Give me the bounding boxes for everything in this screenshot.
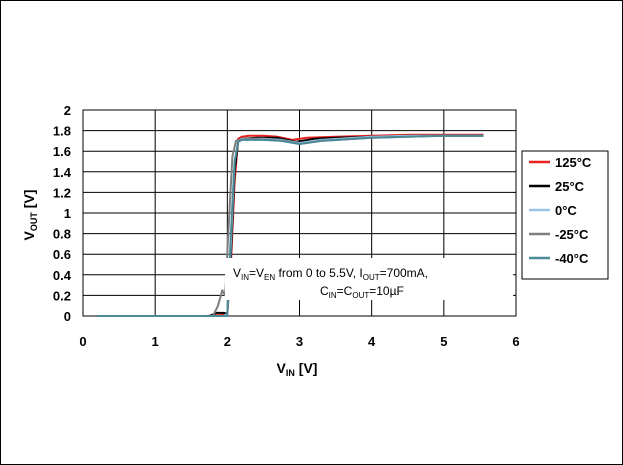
y-tick-label: 1.6 xyxy=(53,144,71,159)
y-tick-label: 1 xyxy=(64,206,71,221)
y-tick-label: 0 xyxy=(64,309,71,324)
legend-label: -40°C xyxy=(555,251,589,266)
y-tick-label: 1.8 xyxy=(53,124,71,139)
y-tick-labels: 0 0.2 0.4 0.6 0.8 1 1.2 1.4 1.6 1.8 2 xyxy=(53,103,72,324)
condition-annotation: VIN=VEN from 0 to 5.5V, IOUT=700mA, CIN=… xyxy=(225,258,513,300)
legend-label: 0°C xyxy=(555,203,577,218)
x-tick-label: 6 xyxy=(512,334,519,349)
x-axis-label: VIN [V] xyxy=(277,360,318,378)
y-tick-label: 0.6 xyxy=(53,247,71,262)
y-tick-label: 1.2 xyxy=(53,185,71,200)
y-tick-label: 0.8 xyxy=(53,227,71,242)
y-tick-label: 0.2 xyxy=(53,288,71,303)
legend: 125°C 25°C 0°C -25°C -40°C xyxy=(522,151,608,279)
legend-label: 25°C xyxy=(555,179,585,194)
y-tick-label: 0.4 xyxy=(53,268,72,283)
annotation-line-1: VIN=VEN from 0 to 5.5V, IOUT=700mA, xyxy=(233,266,428,282)
legend-label: 125°C xyxy=(555,155,592,170)
x-tick-label: 5 xyxy=(440,334,447,349)
y-tick-label: 1.4 xyxy=(53,165,72,180)
x-tick-labels: 0 1 2 3 4 5 6 xyxy=(79,334,519,349)
x-tick-label: 3 xyxy=(296,334,303,349)
x-tick-label: 0 xyxy=(79,334,86,349)
x-tick-label: 1 xyxy=(152,334,159,349)
x-tick-label: 4 xyxy=(368,334,376,349)
y-axis-label: VOUT [V] xyxy=(21,190,39,241)
x-tick-label: 2 xyxy=(224,334,231,349)
y-tick-label: 2 xyxy=(64,103,71,118)
legend-label: -25°C xyxy=(555,227,589,242)
